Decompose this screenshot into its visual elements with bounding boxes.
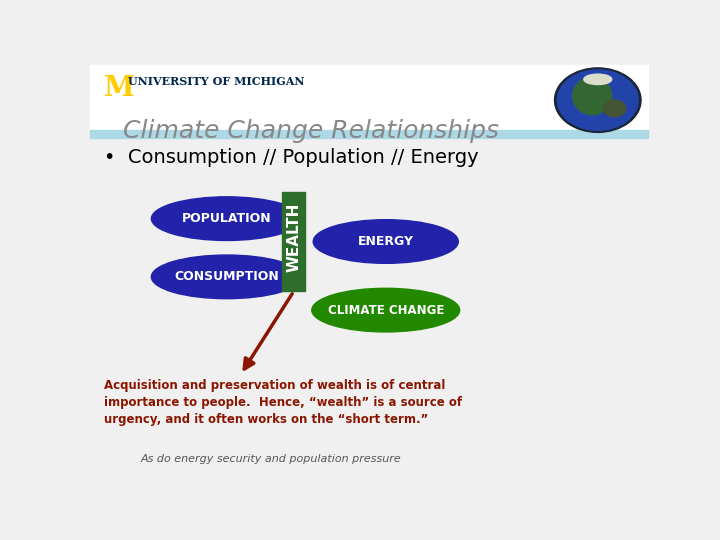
Ellipse shape (312, 288, 459, 332)
Ellipse shape (557, 70, 638, 130)
Text: UNIVERSITY OF MICHIGAN: UNIVERSITY OF MICHIGAN (128, 76, 305, 87)
Text: Acquisition and preservation of wealth is of central
importance to people.  Henc: Acquisition and preservation of wealth i… (104, 379, 462, 426)
Bar (90, 65, 648, 131)
Ellipse shape (572, 77, 612, 114)
Ellipse shape (603, 100, 626, 117)
Ellipse shape (151, 255, 302, 299)
Ellipse shape (554, 68, 641, 132)
Text: WEALTH: WEALTH (286, 202, 301, 272)
Text: Climate Change Relationships: Climate Change Relationships (124, 119, 500, 143)
Text: ENERGY: ENERGY (358, 235, 414, 248)
Ellipse shape (584, 74, 612, 85)
Bar (90, 130, 648, 138)
Text: As do energy security and population pressure: As do energy security and population pre… (140, 454, 401, 463)
Text: M: M (104, 75, 135, 102)
Text: CLIMATE CHANGE: CLIMATE CHANGE (328, 303, 444, 316)
Text: CONSUMPTION: CONSUMPTION (174, 271, 279, 284)
Bar (282, 192, 305, 292)
Text: •  Consumption // Population // Energy: • Consumption // Population // Energy (104, 148, 479, 167)
Text: POPULATION: POPULATION (182, 212, 271, 225)
Ellipse shape (313, 220, 459, 264)
Ellipse shape (151, 197, 302, 240)
